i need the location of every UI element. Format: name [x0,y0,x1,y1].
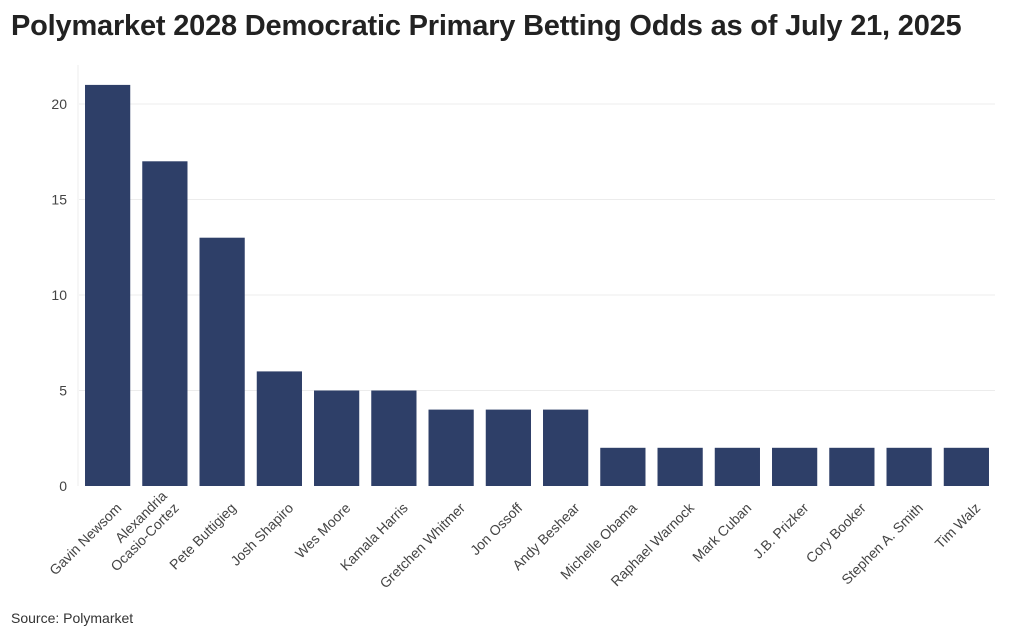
x-tick-label: J.B. Prizker [750,499,812,561]
x-axis-ticks: Gavin NewsomAlexandriaOcasio-CortezPete … [46,487,983,591]
y-tick-label: 5 [59,383,67,399]
bar [714,447,760,486]
bars [85,84,989,487]
y-tick-label: 0 [59,478,67,494]
bar [543,409,589,486]
bar [256,371,302,486]
x-tick-label: Mark Cuban [689,500,754,565]
bar [428,409,474,486]
x-tick-label: Jon Ossoff [467,500,526,559]
bar [485,409,531,486]
source-note: Source: Polymarket [11,610,134,626]
x-tick-label-line: Jon Ossoff [467,500,526,559]
x-tick-label: Wes Moore [292,499,354,561]
chart-title: Polymarket 2028 Democratic Primary Betti… [11,10,962,42]
bar [85,84,131,487]
x-tick-label-line: J.B. Prizker [750,499,812,561]
bar [943,447,989,486]
bar [371,390,417,486]
x-tick-label-line: Wes Moore [292,499,354,561]
bar [772,447,818,486]
bar [314,390,360,486]
y-tick-label: 10 [51,287,67,303]
x-tick-label-line: Mark Cuban [689,500,754,565]
bar [600,447,646,486]
bar [829,447,875,486]
y-tick-label: 20 [51,96,67,112]
y-axis-ticks: 0 5 10 15 20 [51,96,67,494]
bar [199,237,245,486]
bar [657,447,703,486]
x-tick-label: Tim Walz [932,500,984,552]
y-tick-label: 15 [51,192,67,208]
bar [886,447,932,486]
x-tick-label-line: Tim Walz [932,500,984,552]
bar [142,161,188,487]
